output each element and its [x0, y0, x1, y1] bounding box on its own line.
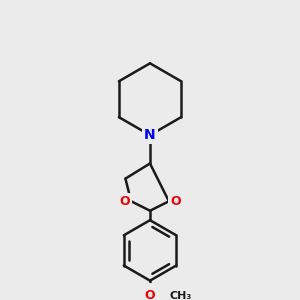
Text: O: O: [119, 195, 130, 208]
Text: O: O: [170, 195, 181, 208]
Text: O: O: [145, 289, 155, 300]
Text: CH₃: CH₃: [170, 291, 192, 300]
Text: N: N: [144, 128, 156, 142]
